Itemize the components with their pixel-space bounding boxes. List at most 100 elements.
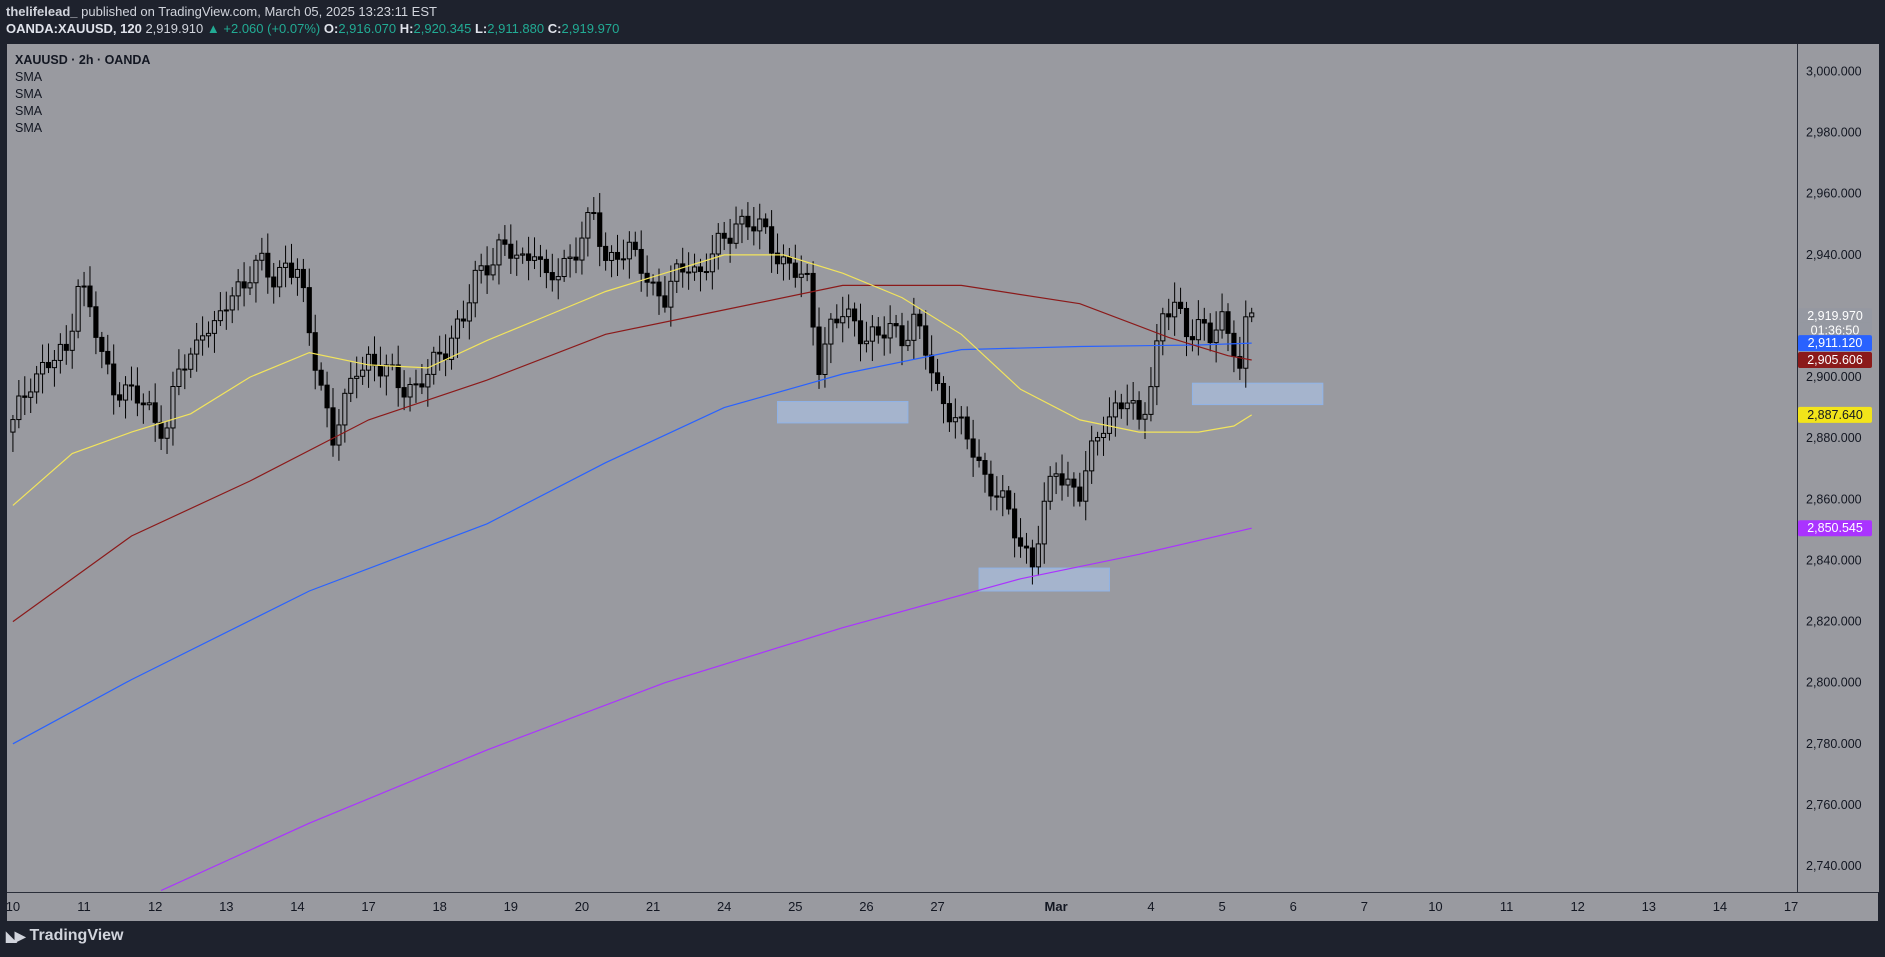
candle-body <box>324 384 330 409</box>
legend-sma-3[interactable]: SMA <box>15 104 43 118</box>
time-axis[interactable] <box>7 892 1878 921</box>
support-zone-3 <box>1191 382 1324 406</box>
candle-body <box>122 384 129 401</box>
candle-body <box>460 318 466 322</box>
chart-pane[interactable] <box>7 44 1797 892</box>
y-tick-label: 2,820.000 <box>1806 615 1862 629</box>
candle-body <box>93 306 99 338</box>
candle-body <box>608 251 615 261</box>
price-label: 2,887.640 <box>1807 408 1863 422</box>
candle-body <box>16 395 22 421</box>
candle-body <box>401 387 407 398</box>
y-tick-label: 2,880.000 <box>1806 431 1862 445</box>
candle-body <box>117 394 123 401</box>
candle-body <box>840 316 846 324</box>
y-tick-label: 2,760.000 <box>1806 798 1862 812</box>
candle-body <box>502 239 508 245</box>
candle-body <box>407 383 413 398</box>
candle-body <box>1207 322 1213 344</box>
candle-body <box>306 287 312 334</box>
price-label-bg <box>1798 308 1872 325</box>
y-tick-label: 2,940.000 <box>1806 248 1862 262</box>
price-change: ▲ +2.060 (+0.07%) <box>206 21 321 36</box>
legend-sma-1[interactable]: SMA <box>15 70 43 84</box>
candle-body <box>567 256 573 259</box>
candle-body <box>1243 316 1249 369</box>
x-tick-label: 6 <box>1290 899 1297 914</box>
candle-body <box>1142 413 1148 420</box>
candle-body <box>994 495 1000 498</box>
sma-purple-line <box>160 527 1252 892</box>
candle-body <box>929 354 935 374</box>
candle-body <box>484 265 490 276</box>
candle-body <box>917 313 923 327</box>
candle-body <box>561 257 567 278</box>
candle-body <box>626 241 632 260</box>
candle-body <box>1225 311 1231 334</box>
candle-body <box>377 365 383 377</box>
candle-body <box>253 259 259 284</box>
candle-body <box>869 326 875 342</box>
candle-body <box>69 330 75 351</box>
candle-body <box>1154 340 1160 388</box>
candle-body <box>1012 508 1018 539</box>
candle-body <box>318 369 324 386</box>
candle-body <box>763 218 769 228</box>
candle-body <box>1059 473 1065 486</box>
x-tick-label: 12 <box>1570 899 1584 914</box>
candle-body <box>490 264 496 276</box>
x-tick-label: 20 <box>575 899 589 914</box>
candle-body <box>703 271 709 274</box>
candle-body <box>1083 470 1089 502</box>
candle-body <box>591 212 597 215</box>
candle-body <box>217 310 223 322</box>
candle-body <box>668 280 674 308</box>
candle-body <box>650 281 656 284</box>
candle-body <box>330 407 336 446</box>
candle-body <box>674 263 680 282</box>
sma-yellow-line <box>12 254 1253 506</box>
candle-body <box>1095 437 1101 442</box>
candle-body <box>638 248 644 274</box>
candle-body <box>1071 478 1077 488</box>
candle-body <box>437 351 443 355</box>
x-tick-label: 4 <box>1147 899 1154 914</box>
candle-body <box>804 272 810 275</box>
candle-body <box>146 402 152 406</box>
candle-body <box>620 258 626 261</box>
open-label: O: <box>323 21 339 36</box>
tradingview-footer[interactable]: ◣▶ TradingView <box>6 927 124 945</box>
candle-body <box>22 395 28 398</box>
x-tick-label: 10 <box>6 899 20 914</box>
price-axis[interactable] <box>1797 44 1879 892</box>
price-label: 2,850.545 <box>1807 521 1863 535</box>
x-tick-label: 13 <box>219 899 233 914</box>
candle-body <box>39 361 46 375</box>
candle-body <box>288 262 295 278</box>
x-tick-label: 21 <box>646 899 660 914</box>
candle-body <box>134 385 140 404</box>
candle-body <box>549 272 555 281</box>
legend-sma-2[interactable]: SMA <box>15 87 43 101</box>
candle-body <box>1023 545 1030 549</box>
candle-body <box>277 266 283 288</box>
candle-body <box>128 384 135 387</box>
x-tick-label: 26 <box>859 899 873 914</box>
candle-body <box>846 308 852 318</box>
author-name[interactable]: thelifelead_ <box>6 4 78 19</box>
candle-body <box>508 243 514 259</box>
candle-body <box>360 369 366 377</box>
candle-body <box>223 309 229 312</box>
legend-title[interactable]: XAUUSD · 2h · OANDA <box>15 53 151 67</box>
candle-body <box>774 252 781 265</box>
candle-body <box>57 343 63 361</box>
candle-body <box>1124 402 1130 410</box>
legend-sma-4[interactable]: SMA <box>15 121 43 135</box>
candle-body <box>988 473 994 497</box>
candle-body <box>1166 313 1172 318</box>
candle-body <box>834 318 840 324</box>
x-tick-label: 7 <box>1361 899 1368 914</box>
candle-body <box>745 215 751 228</box>
candle-body <box>555 276 561 281</box>
